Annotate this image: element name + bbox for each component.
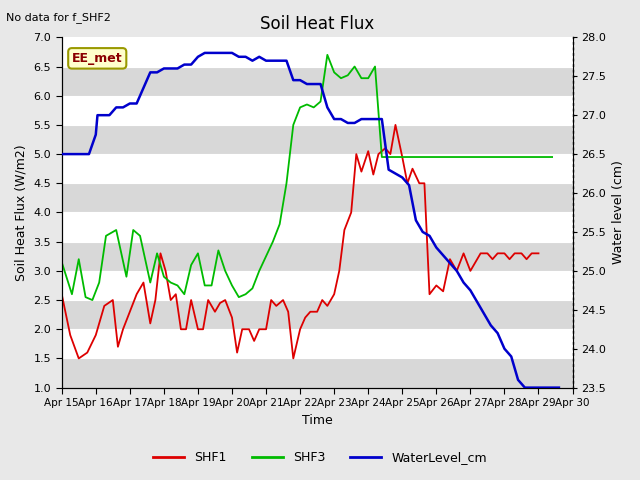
Bar: [61, 241, 573, 271]
Text: EE_met: EE_met: [72, 52, 123, 65]
Bar: [61, 213, 573, 241]
Bar: [61, 154, 573, 183]
Y-axis label: Soil Heat Flux (W/m2): Soil Heat Flux (W/m2): [15, 144, 28, 281]
Bar: [61, 271, 573, 300]
Title: Soil Heat Flux: Soil Heat Flux: [260, 15, 374, 33]
Text: No data for f_SHF2: No data for f_SHF2: [6, 12, 111, 23]
Bar: [61, 67, 573, 96]
Legend: SHF1, SHF3, WaterLevel_cm: SHF1, SHF3, WaterLevel_cm: [148, 446, 492, 469]
Y-axis label: Water level (cm): Water level (cm): [612, 160, 625, 264]
Bar: [61, 300, 573, 329]
Bar: [61, 359, 573, 388]
X-axis label: Time: Time: [301, 414, 333, 427]
Bar: [61, 183, 573, 213]
Bar: [61, 37, 573, 67]
Bar: [61, 329, 573, 359]
Bar: [61, 96, 573, 125]
Bar: [61, 125, 573, 154]
